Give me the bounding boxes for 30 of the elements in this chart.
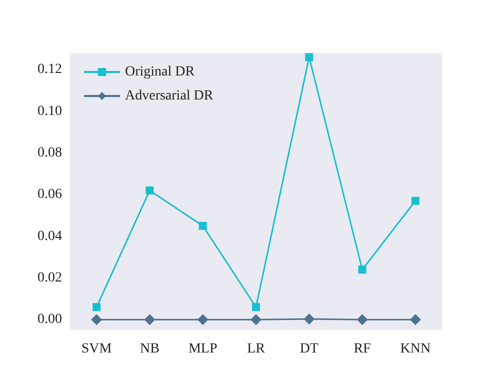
legend-label: Original DR xyxy=(125,64,196,80)
point xyxy=(197,314,208,326)
point xyxy=(358,266,366,274)
x-tick-label: NB xyxy=(140,342,160,356)
x-tick-label: SVM xyxy=(81,342,112,356)
point xyxy=(356,314,368,326)
point xyxy=(146,186,154,194)
x-tick-label: MLP xyxy=(188,342,218,356)
point xyxy=(410,314,421,326)
point xyxy=(305,53,314,62)
point xyxy=(91,314,102,326)
point xyxy=(250,314,262,326)
y-tick-label: 0.04 xyxy=(38,228,62,244)
x-tick-label: DT xyxy=(300,342,319,356)
y-tick-label: 0.06 xyxy=(38,187,62,202)
point xyxy=(198,222,207,230)
y-tick-label: 0.02 xyxy=(38,270,62,286)
legend-label: Adversarial DR xyxy=(125,88,214,104)
point xyxy=(304,313,315,324)
x-tick-label: KNN xyxy=(400,342,431,356)
x-tick-label: RF xyxy=(354,342,372,356)
x-tick-label: LR xyxy=(247,342,266,356)
point xyxy=(252,303,260,312)
y-tick-label: 0.08 xyxy=(38,145,62,160)
point xyxy=(92,303,101,312)
point xyxy=(144,314,156,326)
y-tick-label: 0.10 xyxy=(38,104,62,119)
point xyxy=(411,196,420,205)
y-tick-label: 0.12 xyxy=(38,62,62,78)
y-tick-label: 0.00 xyxy=(38,312,62,328)
